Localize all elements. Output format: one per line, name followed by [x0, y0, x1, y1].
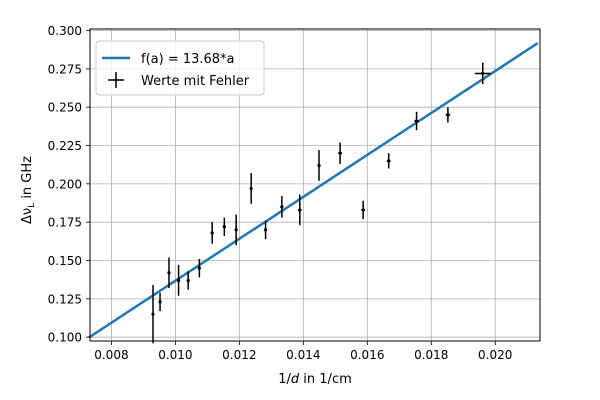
y-tick-label: 0.200 [48, 177, 82, 191]
data-point [186, 271, 190, 290]
point-marker [167, 271, 171, 275]
data-point [249, 173, 253, 204]
x-tick-label: 0.020 [478, 348, 512, 362]
plot-frame [89, 28, 541, 342]
x-axis-ticks: 0.008 0.010 0.012 0.014 0.016 0.018 0.020 [94, 341, 512, 362]
x-tick-label: 0.016 [350, 348, 384, 362]
point-marker [481, 71, 485, 76]
data-point [151, 285, 155, 344]
point-marker [176, 278, 181, 283]
data-point [445, 107, 451, 123]
data-point [263, 220, 268, 240]
legend-label-data: Werte mit Fehler [141, 74, 250, 89]
y-tick-label: 0.125 [48, 292, 82, 306]
point-marker [280, 205, 284, 209]
y-tick-label: 0.175 [48, 216, 82, 230]
data-point [474, 62, 491, 85]
y-tick-label: 0.250 [48, 101, 82, 115]
point-marker [186, 278, 190, 283]
y-tick-label: 0.275 [48, 62, 82, 76]
point-marker [387, 159, 391, 163]
x-tick-label: 0.014 [286, 348, 320, 362]
data-point [158, 292, 162, 312]
data-point [210, 222, 214, 244]
data-point [197, 258, 201, 278]
x-axis-label: 1/d in 1/cm [278, 372, 352, 387]
point-marker [361, 208, 365, 212]
data-point [167, 257, 171, 289]
x-tick-label: 0.008 [94, 348, 128, 362]
data-point [317, 150, 321, 181]
point-marker [249, 186, 253, 191]
point-marker [222, 225, 226, 229]
x-tick-label: 0.012 [222, 348, 256, 362]
y-tick-label: 0.100 [48, 331, 82, 345]
point-marker [158, 300, 162, 304]
legend-label-fit: f(a) = 13.68*a [141, 52, 235, 67]
data-point [386, 153, 391, 169]
fit-line [88, 42, 539, 339]
x-tick-label: 0.018 [414, 348, 448, 362]
data-point [361, 200, 366, 220]
data-point [414, 111, 419, 131]
data-point [234, 214, 238, 246]
legend-box [95, 40, 265, 96]
point-marker [414, 119, 419, 123]
legend: f(a) = 13.68*a Werte mit Fehler [95, 40, 265, 96]
point-marker [197, 266, 201, 270]
legend-errorbar-swatch [108, 72, 124, 88]
point-marker [234, 228, 238, 232]
grid-lines [90, 29, 540, 341]
data-point [280, 196, 284, 218]
point-marker [298, 208, 302, 212]
data-points [151, 62, 491, 344]
point-marker [151, 312, 155, 316]
y-tick-label: 0.300 [48, 24, 82, 38]
data-point [338, 142, 343, 164]
point-marker [338, 151, 342, 155]
y-axis-label: ΔνL in GHz [20, 156, 37, 224]
point-marker [210, 231, 214, 235]
y-axis-ticks: 0.100 0.125 0.150 0.175 0.200 0.225 0.250 0.275… [48, 24, 90, 345]
data-point [176, 265, 181, 296]
x-tick-label: 0.010 [158, 348, 192, 362]
data-point [222, 217, 226, 236]
point-marker [446, 113, 450, 117]
point-marker [263, 228, 268, 232]
point-marker [317, 163, 321, 168]
y-tick-label: 0.150 [48, 254, 82, 268]
data-point [298, 194, 302, 226]
fit-line-path [88, 42, 539, 339]
y-tick-label: 0.225 [48, 139, 82, 153]
